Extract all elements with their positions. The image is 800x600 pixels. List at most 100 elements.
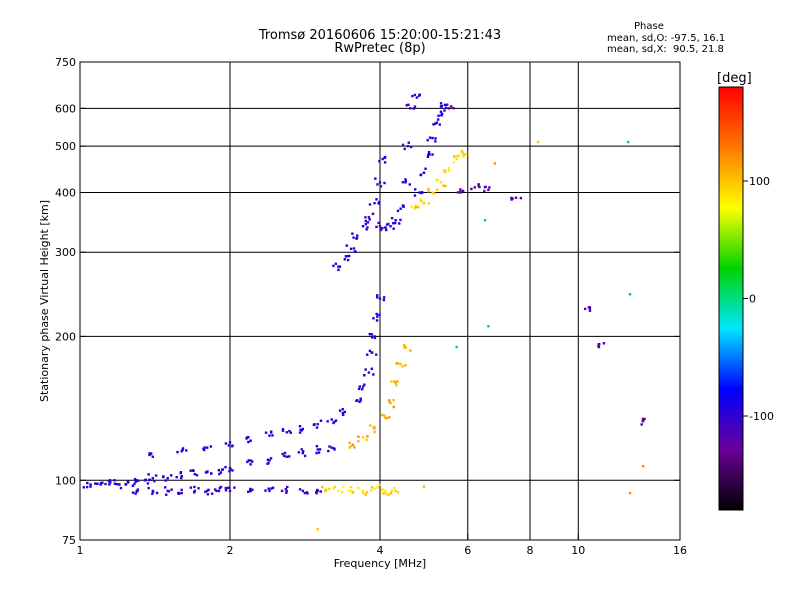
data-point — [136, 490, 139, 493]
data-point — [251, 488, 254, 491]
data-point — [326, 420, 329, 423]
data-point — [327, 449, 330, 453]
data-point — [264, 489, 267, 492]
data-point — [371, 212, 375, 216]
data-point — [319, 419, 323, 422]
data-point — [383, 161, 387, 164]
data-point — [219, 471, 223, 474]
data-point — [407, 141, 410, 144]
data-point — [383, 181, 386, 185]
data-point — [583, 307, 587, 311]
data-point — [436, 188, 439, 191]
data-point — [297, 451, 301, 454]
data-point — [131, 484, 135, 487]
data-point — [393, 380, 396, 383]
data-point — [383, 155, 387, 159]
data-point — [352, 236, 355, 239]
data-point — [403, 346, 406, 349]
data-point — [377, 483, 381, 486]
data-point — [94, 482, 97, 485]
data-point — [382, 492, 385, 495]
data-point — [436, 178, 439, 182]
data-point — [213, 488, 217, 491]
data-point — [343, 410, 347, 414]
data-point — [389, 225, 392, 228]
colorbar-tick-label: 0 — [749, 293, 756, 306]
data-point — [447, 166, 451, 170]
data-point — [163, 486, 167, 489]
data-point — [317, 451, 321, 454]
data-point — [148, 452, 151, 455]
data-point — [413, 194, 417, 197]
data-point — [195, 474, 199, 477]
data-point — [597, 342, 601, 346]
data-point — [280, 489, 284, 493]
data-point — [382, 298, 386, 302]
data-point — [233, 486, 236, 489]
x-axis-label: Frequency [MHz] — [334, 557, 426, 570]
data-point — [337, 265, 340, 268]
data-point — [323, 489, 327, 493]
data-point — [224, 465, 227, 469]
data-point — [316, 448, 319, 451]
data-point — [368, 424, 372, 427]
data-point — [136, 479, 140, 482]
data-point — [392, 222, 395, 225]
data-point — [361, 436, 365, 439]
data-point — [193, 489, 197, 493]
data-point — [443, 103, 447, 107]
data-point — [372, 317, 375, 320]
data-point — [418, 191, 421, 194]
chart-title: Tromsø 20160606 15:20:00-15:21:43 — [258, 28, 502, 43]
data-point — [376, 183, 379, 186]
data-point — [376, 315, 379, 318]
data-point — [493, 162, 497, 165]
data-point — [439, 181, 443, 184]
data-point — [373, 201, 376, 205]
data-point — [361, 225, 365, 228]
chart-subtitle: RwPretec (8p) — [334, 41, 426, 56]
data-point — [419, 198, 423, 201]
data-point — [405, 104, 409, 107]
data-point — [374, 177, 377, 180]
data-point — [427, 187, 430, 191]
data-point — [641, 417, 645, 421]
data-point — [124, 483, 128, 486]
colorbar-tick-label: -100 — [749, 410, 774, 423]
data-point — [315, 451, 318, 455]
colorbar-ticks: -100 0 100 — [743, 175, 774, 423]
data-point — [364, 493, 368, 496]
data-point — [352, 247, 356, 250]
data-point — [407, 103, 410, 107]
data-point — [209, 445, 213, 448]
data-point — [424, 167, 427, 170]
data-point — [357, 435, 360, 438]
data-point — [478, 185, 481, 189]
data-point — [281, 428, 285, 431]
data-point — [109, 481, 112, 484]
data-point — [378, 225, 382, 228]
data-point — [378, 313, 381, 316]
grid-lines — [80, 62, 680, 540]
data-point — [358, 385, 362, 388]
data-point — [401, 143, 405, 147]
data-point — [435, 121, 438, 124]
data-point — [197, 487, 200, 490]
data-point — [165, 493, 168, 496]
data-point — [411, 94, 414, 98]
data-point — [154, 474, 158, 477]
data-point — [348, 441, 351, 445]
data-point — [368, 332, 371, 336]
data-point — [330, 446, 333, 449]
data-point — [144, 478, 148, 482]
data-point — [403, 147, 406, 151]
data-point — [437, 114, 440, 117]
data-point — [401, 181, 405, 184]
data-point — [414, 204, 418, 207]
data-point — [247, 435, 250, 439]
data-point — [192, 491, 196, 494]
data-point — [440, 114, 443, 117]
data-point — [147, 486, 150, 490]
data-point — [303, 454, 307, 458]
